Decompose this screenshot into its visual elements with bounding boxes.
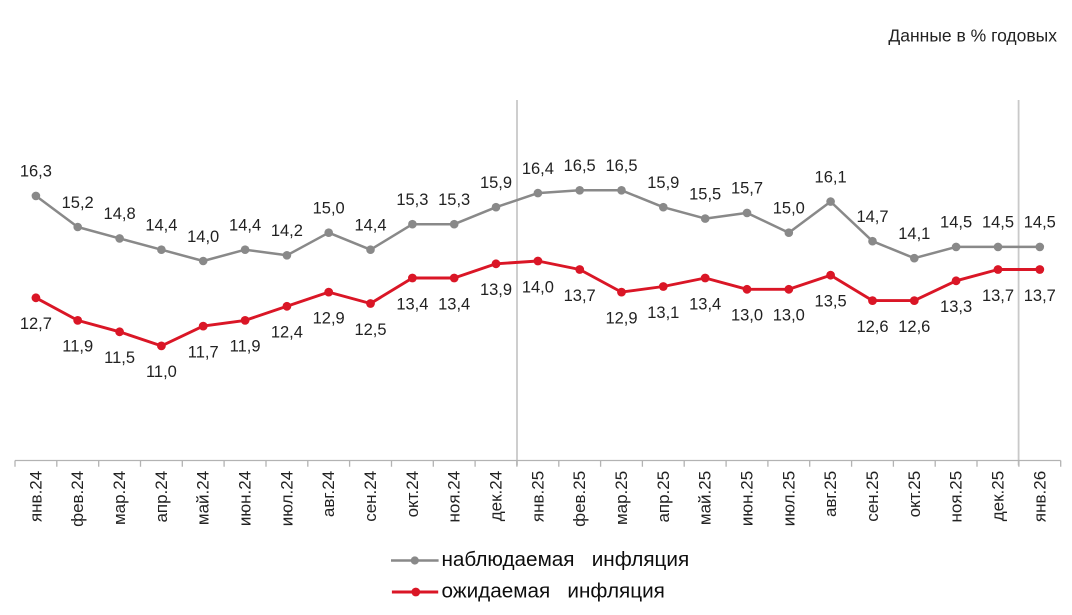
svg-text:13,7: 13,7 (982, 287, 1014, 305)
svg-text:12,9: 12,9 (605, 309, 637, 327)
svg-text:13,7: 13,7 (564, 287, 596, 305)
svg-text:15,0: 15,0 (313, 200, 345, 218)
svg-text:май.24: май.24 (194, 471, 213, 525)
svg-text:14,5: 14,5 (1024, 214, 1056, 232)
svg-text:13,0: 13,0 (731, 307, 763, 325)
svg-text:наблюдаемая инфляция: наблюдаемая инфляция (442, 548, 690, 571)
svg-text:13,9: 13,9 (480, 281, 512, 299)
svg-text:ожидаемая инфляция: ожидаемая инфляция (442, 579, 665, 602)
svg-text:мар.24: мар.24 (110, 471, 129, 525)
svg-text:12,6: 12,6 (898, 318, 930, 336)
svg-text:12,4: 12,4 (271, 324, 303, 342)
svg-text:15,0: 15,0 (773, 200, 805, 218)
svg-text:15,9: 15,9 (647, 174, 679, 192)
svg-text:16,1: 16,1 (815, 168, 847, 186)
svg-text:13,4: 13,4 (689, 295, 721, 313)
svg-text:11,9: 11,9 (62, 338, 93, 356)
svg-text:май.25: май.25 (696, 471, 715, 525)
svg-text:16,4: 16,4 (522, 160, 554, 178)
svg-text:Данные в % годовых: Данные в % годовых (888, 25, 1057, 45)
svg-text:16,5: 16,5 (605, 157, 637, 175)
svg-text:янв.26: янв.26 (1030, 471, 1049, 522)
svg-text:сен.25: сен.25 (863, 471, 882, 522)
svg-text:14,1: 14,1 (898, 225, 930, 243)
svg-text:15,3: 15,3 (438, 191, 470, 209)
svg-text:дек.24: дек.24 (487, 471, 506, 521)
svg-text:дек.25: дек.25 (989, 471, 1008, 521)
svg-text:фев.24: фев.24 (68, 471, 87, 527)
svg-text:11,7: 11,7 (188, 343, 219, 361)
svg-text:июн.24: июн.24 (236, 471, 255, 526)
svg-text:14,8: 14,8 (104, 205, 136, 223)
svg-text:14,4: 14,4 (145, 217, 177, 235)
svg-text:янв.25: янв.25 (528, 471, 547, 522)
svg-text:15,9: 15,9 (480, 174, 512, 192)
svg-text:16,3: 16,3 (20, 163, 52, 181)
svg-text:14,2: 14,2 (271, 222, 303, 240)
svg-text:11,5: 11,5 (104, 349, 135, 367)
svg-text:14,4: 14,4 (354, 217, 386, 235)
svg-text:13,4: 13,4 (396, 295, 428, 313)
svg-text:15,3: 15,3 (396, 191, 428, 209)
svg-text:14,7: 14,7 (856, 208, 888, 226)
svg-text:апр.25: апр.25 (654, 471, 673, 523)
svg-text:12,5: 12,5 (354, 321, 386, 339)
svg-text:14,4: 14,4 (229, 217, 261, 235)
svg-text:ноя.25: ноя.25 (947, 471, 966, 523)
svg-text:12,9: 12,9 (313, 309, 345, 327)
svg-text:12,6: 12,6 (856, 318, 888, 336)
svg-text:14,5: 14,5 (982, 214, 1014, 232)
svg-text:13,0: 13,0 (773, 307, 805, 325)
svg-text:14,0: 14,0 (522, 278, 554, 296)
svg-text:окт.25: окт.25 (905, 471, 924, 518)
svg-text:авг.24: авг.24 (319, 471, 338, 517)
svg-text:мар.25: мар.25 (612, 471, 631, 525)
svg-text:16,5: 16,5 (564, 157, 596, 175)
svg-text:15,2: 15,2 (62, 194, 94, 212)
svg-text:ноя.24: ноя.24 (445, 471, 464, 523)
svg-text:авг.25: авг.25 (821, 471, 840, 517)
svg-text:сен.24: сен.24 (361, 471, 380, 522)
svg-text:15,5: 15,5 (689, 185, 721, 203)
svg-text:12,7: 12,7 (20, 315, 52, 333)
svg-text:13,7: 13,7 (1024, 287, 1056, 305)
svg-text:июл.24: июл.24 (277, 471, 296, 526)
svg-text:июн.25: июн.25 (738, 471, 757, 526)
svg-text:окт.24: окт.24 (403, 471, 422, 518)
svg-text:13,5: 13,5 (815, 293, 847, 311)
svg-text:11,0: 11,0 (146, 363, 177, 381)
svg-text:15,7: 15,7 (731, 180, 763, 198)
svg-text:13,1: 13,1 (647, 304, 679, 322)
svg-text:фев.25: фев.25 (570, 471, 589, 527)
svg-text:янв.24: янв.24 (26, 471, 45, 522)
svg-text:11,9: 11,9 (230, 338, 261, 356)
svg-text:июл.25: июл.25 (779, 471, 798, 526)
svg-text:14,0: 14,0 (187, 228, 219, 246)
svg-text:14,5: 14,5 (940, 214, 972, 232)
svg-text:13,3: 13,3 (940, 298, 972, 316)
svg-text:апр.24: апр.24 (152, 471, 171, 523)
svg-text:13,4: 13,4 (438, 295, 470, 313)
